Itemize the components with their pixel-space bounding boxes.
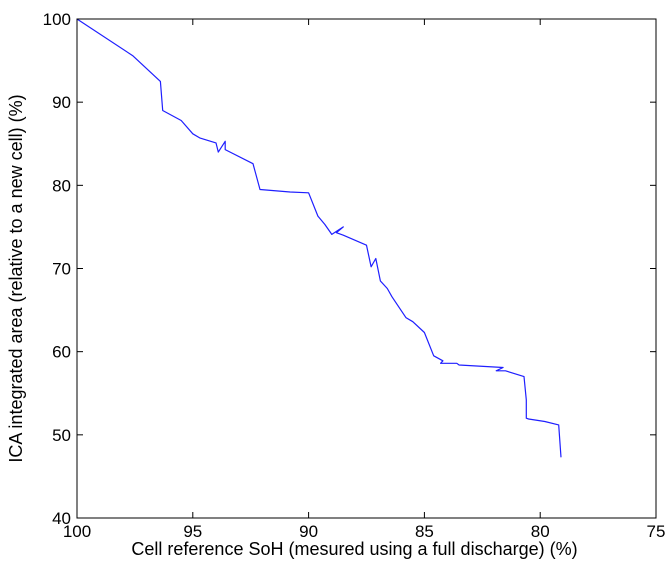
- axis-labels: Cell reference SoH (mesured using a full…: [6, 94, 578, 559]
- series-line: [76, 18, 562, 458]
- x-tick-label: 75: [647, 522, 666, 541]
- y-axis-label: ICA integrated area (relative to a new c…: [6, 94, 26, 462]
- x-tick-label: 80: [531, 522, 550, 541]
- y-tick-label: 60: [52, 343, 71, 362]
- plot-frame: [76, 18, 657, 519]
- x-axis-label: Cell reference SoH (mesured using a full…: [131, 539, 577, 559]
- plot-area: [76, 18, 657, 519]
- y-tick-label: 100: [43, 10, 71, 29]
- x-tick-label: 100: [63, 522, 91, 541]
- y-tick-label: 50: [52, 426, 71, 445]
- x-tick-label: 95: [183, 522, 202, 541]
- y-tick-label: 90: [52, 93, 71, 112]
- x-tick-label: 85: [415, 522, 434, 541]
- y-tick-label: 40: [52, 509, 71, 528]
- y-tick-label: 70: [52, 260, 71, 279]
- axis-ticks: 100 95 90 85 80 75 40 50 60 70 80 90 100: [43, 10, 666, 541]
- y-tick-label: 80: [52, 176, 71, 195]
- x-tick-label: 90: [299, 522, 318, 541]
